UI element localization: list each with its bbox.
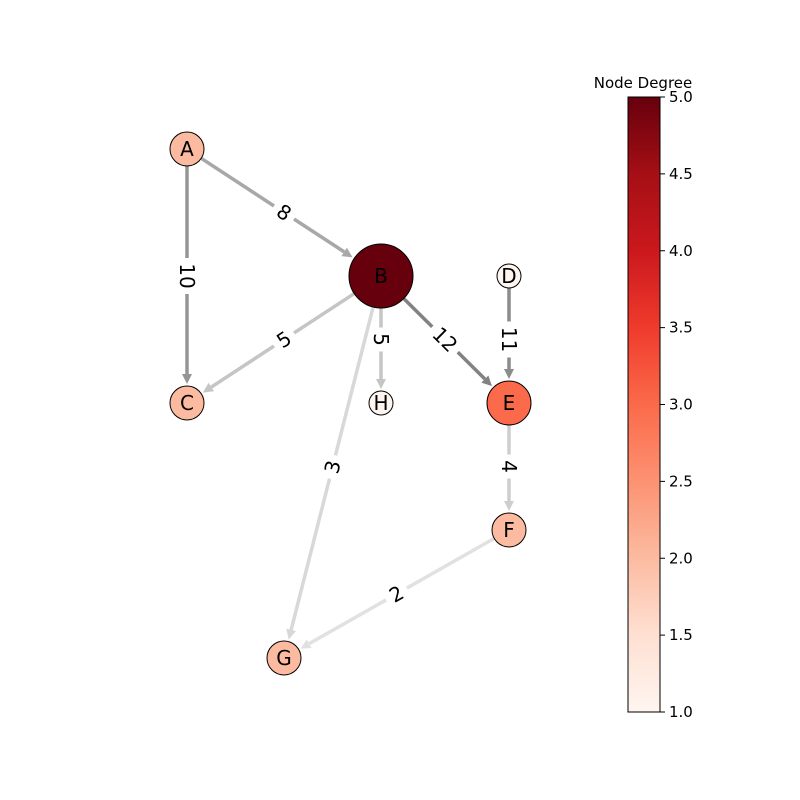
colorbar-tick-label: 1.5 bbox=[669, 626, 693, 644]
edge-weight-label: 4 bbox=[497, 460, 521, 473]
edge-weight-label-background bbox=[424, 319, 466, 360]
edge-weight-label-group: 5 bbox=[267, 323, 301, 356]
edge-weight-label-background bbox=[267, 323, 301, 356]
node-g: G bbox=[266, 640, 302, 676]
edge-arrowhead bbox=[481, 375, 492, 387]
node-e: E bbox=[486, 380, 532, 426]
edge-weight-label-background bbox=[370, 327, 392, 352]
edge-arrowhead bbox=[504, 369, 514, 379]
edge-weight-label-group: 3 bbox=[318, 452, 347, 482]
edge-weight-label-background bbox=[380, 578, 413, 610]
node-d: D bbox=[496, 263, 522, 289]
edge-arrowhead bbox=[300, 639, 312, 649]
edge-arrowhead bbox=[504, 501, 514, 511]
colorbar-gradient bbox=[627, 96, 661, 713]
node-b: B bbox=[348, 243, 414, 309]
node-label: C bbox=[180, 391, 194, 415]
node-circle bbox=[486, 380, 532, 426]
edge-weight-label-group: 5 bbox=[369, 327, 393, 352]
colorbar-title: Node Degree bbox=[594, 74, 693, 92]
node-label: F bbox=[503, 518, 515, 542]
edge-weight-label-background bbox=[267, 196, 301, 229]
edge-weight-label: 5 bbox=[369, 333, 393, 346]
node-circle bbox=[496, 263, 522, 289]
edge-a-b bbox=[200, 156, 353, 258]
colorbar-tick-label: 2.5 bbox=[669, 472, 693, 490]
node-circle bbox=[169, 385, 205, 421]
node-circle bbox=[348, 243, 414, 309]
edge-weight-label-group: 10 bbox=[175, 258, 199, 294]
edge-weight-label-background bbox=[498, 454, 520, 479]
colorbar-tick-label: 3.5 bbox=[669, 319, 693, 337]
colorbar-tick-label: 4.0 bbox=[669, 242, 693, 260]
node-f: F bbox=[491, 512, 527, 548]
edge-weight-label-group: 4 bbox=[497, 454, 521, 479]
edge-weight-label-group: 2 bbox=[380, 578, 413, 610]
node-label: H bbox=[373, 391, 388, 415]
edge-weight-label: 11 bbox=[497, 327, 521, 352]
colorbar-tick-label: 3.0 bbox=[669, 396, 693, 414]
colorbar-tick-label: 2.0 bbox=[669, 549, 693, 567]
edge-arrowhead bbox=[376, 379, 386, 389]
colorbar-tick-label: 1.0 bbox=[669, 703, 693, 721]
node-a: A bbox=[169, 131, 205, 167]
edge-line bbox=[200, 156, 346, 254]
node-circle bbox=[491, 512, 527, 548]
colorbar-tick-label: 4.5 bbox=[669, 165, 693, 183]
node-label: B bbox=[374, 264, 388, 288]
node-label: D bbox=[501, 264, 516, 288]
node-label: G bbox=[276, 646, 292, 670]
node-circle bbox=[266, 640, 302, 676]
edge-weight-label-group: 11 bbox=[497, 321, 521, 358]
edge-arrowhead bbox=[202, 382, 215, 393]
node-h: H bbox=[368, 390, 394, 416]
edge-weight-label-background bbox=[498, 321, 520, 358]
node-label: A bbox=[180, 137, 194, 161]
nodes-layer: A B C D E F G H bbox=[169, 131, 532, 676]
colorbar-ticks: 1.0 1.5 2.0 2.5 3.0 3.5 4.0 4.5 5.0 bbox=[660, 88, 693, 721]
edges-layer bbox=[182, 156, 514, 649]
edge-weight-label-background bbox=[318, 452, 347, 482]
node-circle bbox=[169, 131, 205, 167]
edge-arrowhead bbox=[341, 247, 353, 258]
node-circle bbox=[368, 390, 394, 416]
edge-weight-label-background bbox=[176, 258, 198, 294]
edge-arrowhead bbox=[286, 628, 296, 640]
node-c: C bbox=[169, 385, 205, 421]
edge-arrowhead bbox=[182, 374, 192, 384]
colorbar: Node Degree 1.0 1.5 2.0 2.5 3.0 3.5 4.0 4.5 5.0 bbox=[594, 74, 693, 721]
edge-weight-label: 10 bbox=[175, 263, 199, 288]
edge-weight-label-group: 8 bbox=[267, 196, 301, 229]
node-label: E bbox=[503, 391, 516, 415]
edge-weight-label: 3 bbox=[319, 458, 345, 476]
colorbar-tick-label: 5.0 bbox=[669, 88, 693, 106]
